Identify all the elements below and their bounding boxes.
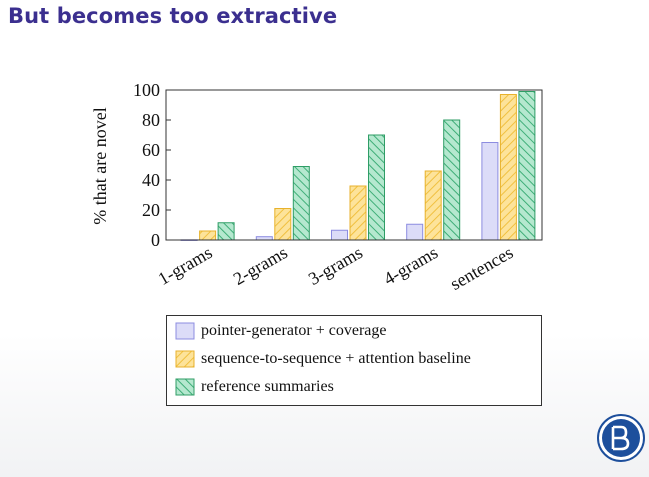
bar-3-grams-series-0 xyxy=(331,229,348,241)
bar-2-grams-series-1 xyxy=(274,208,292,241)
x-tick-label: sentences xyxy=(447,242,517,294)
y-tick-label: 40 xyxy=(142,170,160,190)
x-tick-label: 3-grams xyxy=(305,242,366,289)
legend-item-seq-to-seq: sequence-to-sequence + attention baselin… xyxy=(175,348,471,370)
plot-frame xyxy=(165,89,543,241)
legend-label-pointer-generator: pointer-generator + coverage xyxy=(201,322,387,339)
legend: pointer-generator + coverage sequence-to… xyxy=(166,315,542,406)
bar-3-grams-series-2 xyxy=(368,134,385,241)
y-tick-label: 20 xyxy=(142,200,160,220)
y-tick-label: 60 xyxy=(142,140,160,160)
legend-swatch-pointer-generator xyxy=(175,322,195,340)
bar-sentences-series-0 xyxy=(481,142,499,241)
legend-item-pointer-generator: pointer-generator + coverage xyxy=(175,320,387,342)
bar-sentences-series-1 xyxy=(499,94,517,241)
bar-4-grams-series-2 xyxy=(443,119,461,241)
x-tick-label: 1-grams xyxy=(155,242,216,289)
y-tick-label: 0 xyxy=(151,230,160,250)
legend-label-seq-to-seq: sequence-to-sequence + attention baselin… xyxy=(201,350,471,367)
bar-1-grams-series-2 xyxy=(217,222,235,241)
legend-item-reference: reference summaries xyxy=(175,376,334,398)
x-tick-label: 4-grams xyxy=(380,242,441,289)
bar-4-grams-series-0 xyxy=(406,223,424,241)
y-axis-label: % that are novel xyxy=(90,107,110,224)
bar-3-grams-series-1 xyxy=(349,185,367,241)
bar-1-grams-series-1 xyxy=(199,230,217,241)
legend-swatch-reference xyxy=(175,378,195,396)
y-tick-label: 80 xyxy=(142,110,160,130)
slide-title: But becomes too extractive xyxy=(8,4,338,28)
legend-swatch-seq-to-seq xyxy=(175,350,195,368)
legend-label-reference: reference summaries xyxy=(201,378,334,395)
bar-2-grams-series-2 xyxy=(292,166,310,241)
hse-logo-icon xyxy=(597,414,645,462)
bar-4-grams-series-1 xyxy=(424,170,442,241)
y-tick-label: 100 xyxy=(133,80,160,100)
bar-sentences-series-2 xyxy=(518,91,536,241)
x-tick-label: 2-grams xyxy=(230,242,291,289)
